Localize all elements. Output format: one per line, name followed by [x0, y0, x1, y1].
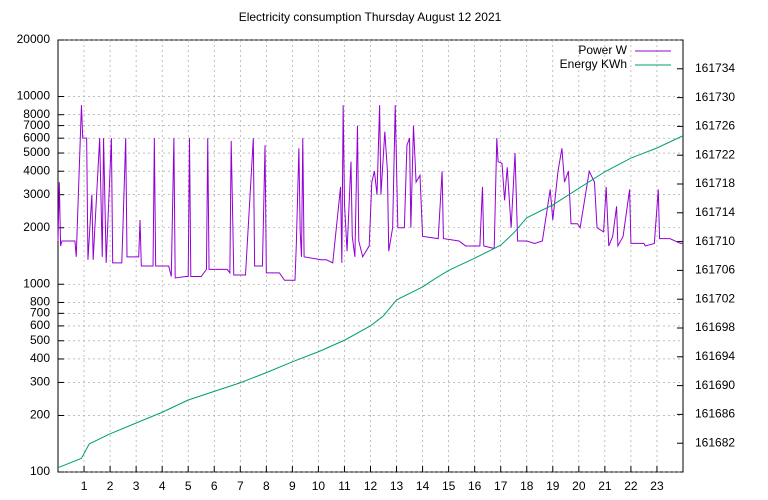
x-tick-label: 5: [185, 479, 192, 493]
y-tick-label: 100: [30, 464, 50, 478]
y2-tick-label: 161710: [695, 234, 735, 248]
y-tick-label: 2000: [23, 220, 50, 234]
y-tick-label: 4000: [23, 163, 50, 177]
legend-label: Power W: [578, 43, 627, 57]
y-tick-label: 8000: [23, 107, 50, 121]
x-tick-label: 22: [624, 479, 638, 493]
x-tick-label: 11: [338, 479, 351, 493]
y-tick-label: 3000: [23, 187, 50, 201]
x-tick-label: 6: [211, 479, 218, 493]
x-tick-label: 18: [520, 479, 534, 493]
y2-tick-label: 161722: [695, 147, 735, 161]
x-tick-label: 15: [442, 479, 456, 493]
y2-tick-label: 161718: [695, 176, 735, 190]
y2-tick-label: 161714: [695, 205, 735, 219]
y2-tick-label: 161706: [695, 263, 735, 277]
y-tick-label: 7000: [23, 118, 50, 132]
x-tick-label: 19: [546, 479, 560, 493]
x-tick-label: 1: [81, 479, 88, 493]
x-tick-label: 14: [416, 479, 430, 493]
y-tick-label: 10000: [17, 89, 51, 103]
x-tick-label: 8: [263, 479, 270, 493]
x-tick-label: 17: [494, 479, 508, 493]
y-tick-label: 300: [30, 375, 50, 389]
y-tick-label: 1000: [23, 276, 50, 290]
x-tick-label: 4: [159, 479, 166, 493]
y2-tick-label: 161734: [695, 61, 735, 75]
y-tick-label: 400: [30, 351, 50, 365]
x-tick-label: 9: [289, 479, 296, 493]
x-tick-label: 16: [468, 479, 482, 493]
series-line: [57, 135, 684, 469]
x-tick-label: 21: [598, 479, 612, 493]
y2-tick-label: 161702: [695, 291, 735, 305]
y-tick-label: 800: [30, 295, 50, 309]
y-tick-label: 5000: [23, 145, 50, 159]
y2-tick-label: 161726: [695, 119, 735, 133]
y2-tick-label: 161682: [695, 435, 735, 449]
y-tick-label: 6000: [23, 130, 50, 144]
y-tick-label: 600: [30, 318, 50, 332]
x-tick-label: 13: [390, 479, 404, 493]
x-tick-label: 7: [237, 479, 244, 493]
x-tick-label: 3: [133, 479, 140, 493]
y2-tick-label: 161694: [695, 349, 735, 363]
x-tick-label: 23: [650, 479, 664, 493]
x-tick-label: 10: [312, 479, 326, 493]
x-tick-label: 20: [572, 479, 586, 493]
y-tick-label: 500: [30, 333, 50, 347]
x-tick-label: 12: [364, 479, 378, 493]
series-line: [57, 105, 683, 281]
y2-tick-label: 161730: [695, 90, 735, 104]
y-tick-label: 200: [30, 408, 50, 422]
y-tick-label: 700: [30, 306, 50, 320]
y2-tick-label: 161698: [695, 320, 735, 334]
legend-label: Energy KWh: [560, 57, 627, 71]
y2-tick-label: 161686: [695, 407, 735, 421]
chart-title: Electricity consumption Thursday August …: [239, 10, 502, 24]
y2-tick-label: 161690: [695, 378, 735, 392]
x-tick-label: 2: [107, 479, 114, 493]
y-tick-label: 20000: [17, 32, 51, 46]
